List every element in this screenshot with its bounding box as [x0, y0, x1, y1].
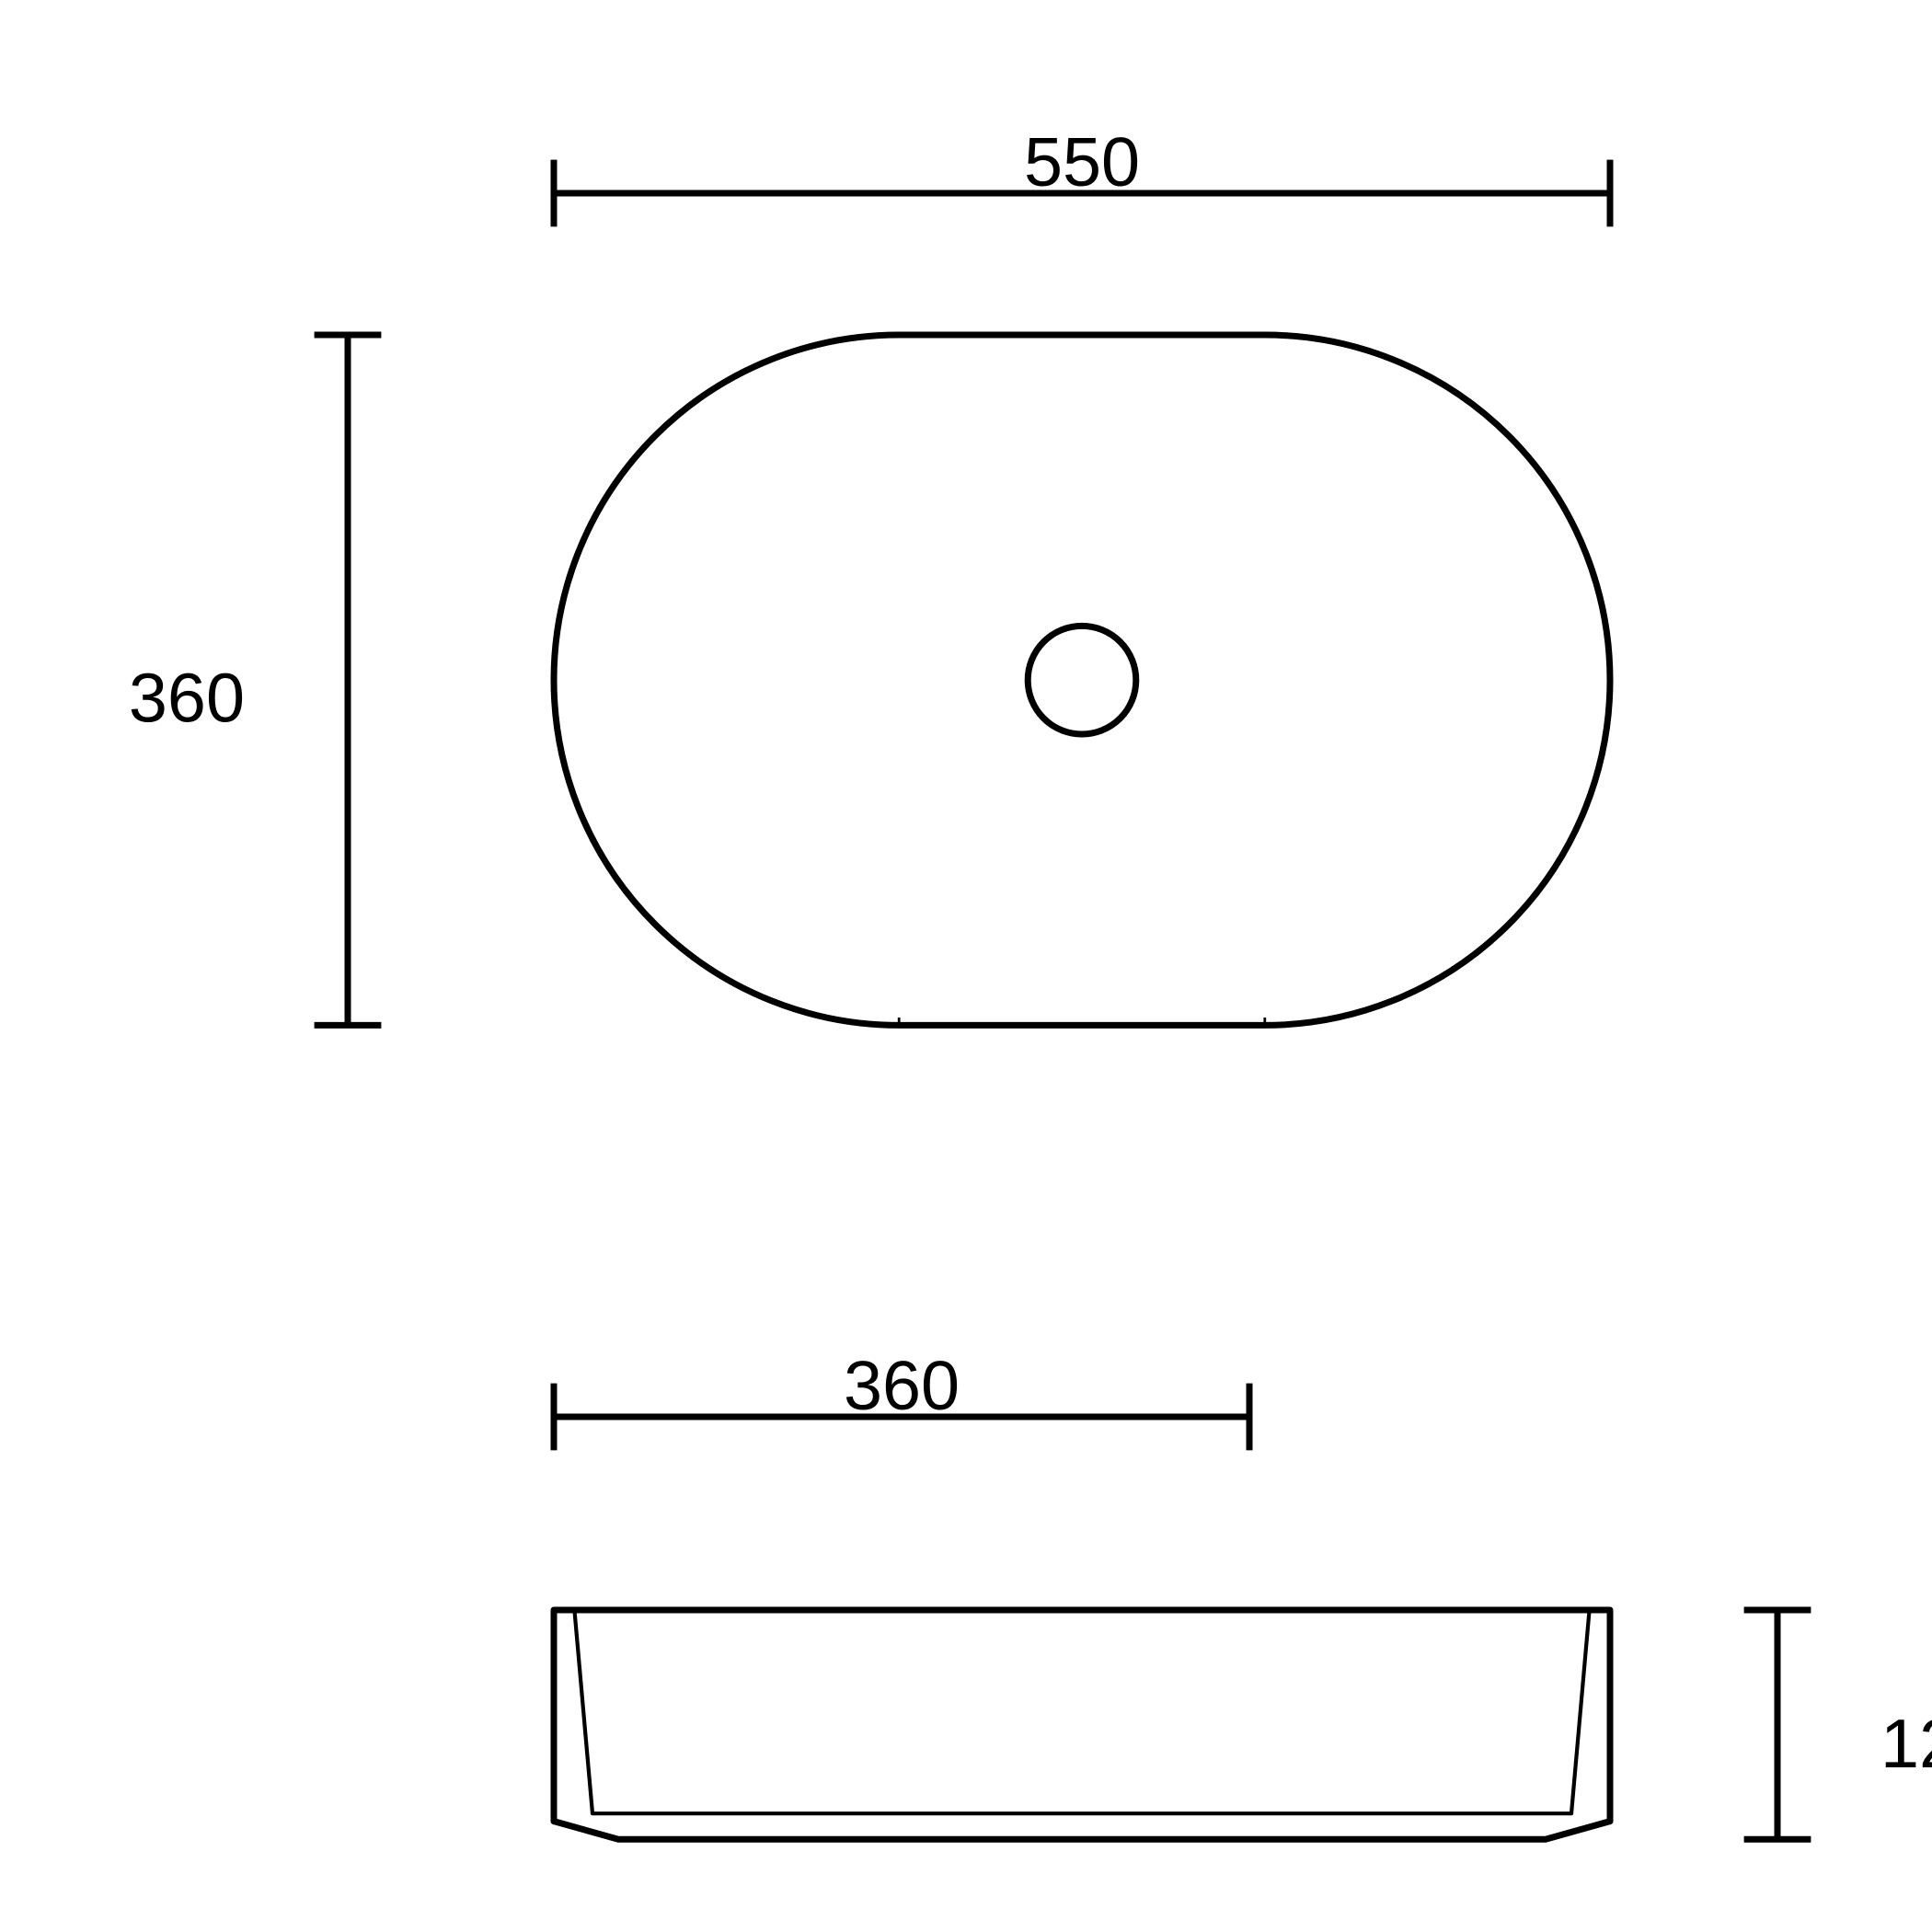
dimension-side-depth-label: 360: [844, 1348, 960, 1425]
basin-outline-top: [554, 335, 1610, 1025]
dimension-side-depth: 360: [554, 1348, 1249, 1450]
side-view: [554, 1610, 1610, 1839]
dimension-width-label: 550: [1024, 124, 1140, 201]
dimension-height: 120: [1744, 1610, 1932, 1839]
dimension-depth-label: 360: [129, 660, 245, 737]
dimension-height-label: 120: [1880, 1706, 1932, 1783]
basin-outline-side: [554, 1610, 1610, 1839]
top-view: [554, 335, 1610, 1028]
basin-inner-wall: [574, 1610, 1589, 1813]
dimension-width: 550: [554, 124, 1610, 226]
dimension-depth: 360: [129, 335, 382, 1025]
drain-hole: [1028, 626, 1136, 734]
